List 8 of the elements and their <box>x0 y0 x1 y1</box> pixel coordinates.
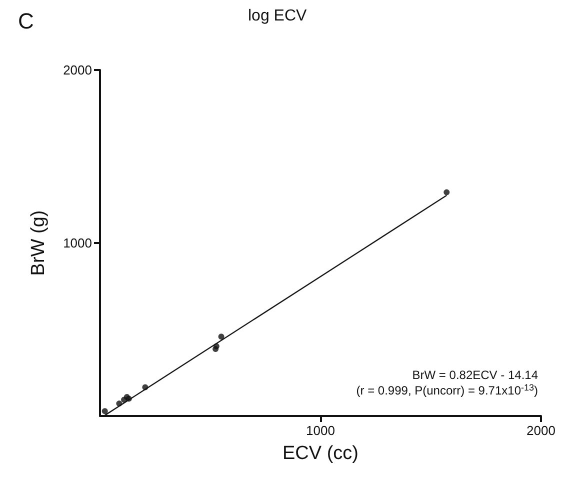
text: C <box>18 8 34 34</box>
x-axis-title: ECV (cc) <box>282 443 358 464</box>
point <box>444 189 450 196</box>
text: log ECV <box>248 8 308 24</box>
point <box>218 334 224 340</box>
annotation: BrW = 0.82ECV - 14.14 <box>412 368 538 382</box>
point <box>102 408 108 414</box>
y-axis-title: BrW (g) <box>28 210 49 276</box>
